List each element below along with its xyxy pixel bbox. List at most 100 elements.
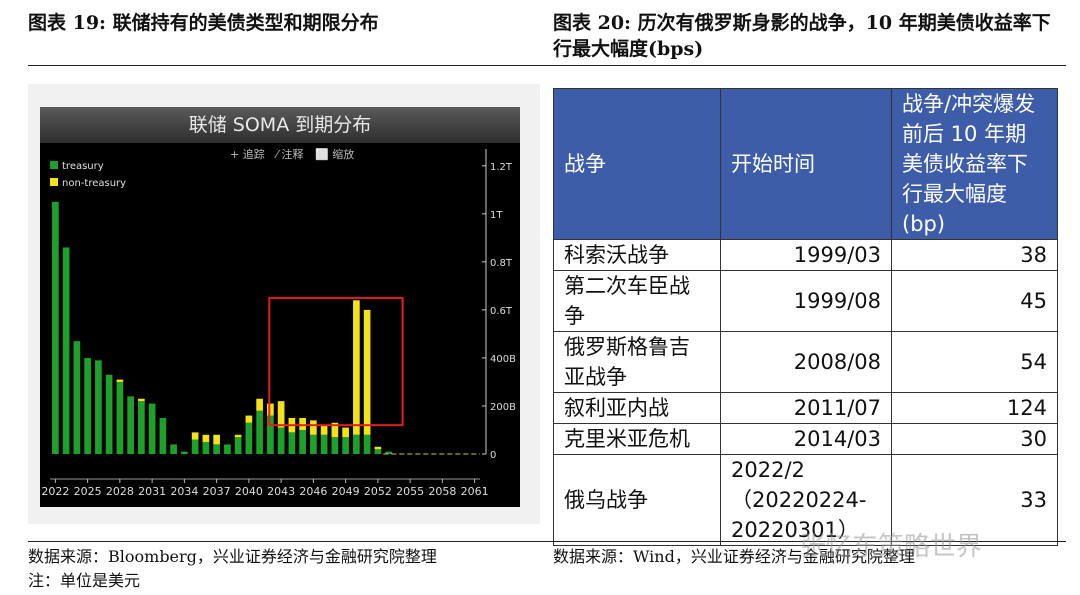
- war-name: 科索沃战争: [553, 239, 721, 271]
- top-divider: [28, 65, 1066, 66]
- chart-canvas: 0 200B 400B 0.6T 0.8T 1T 1.2T 2022 2025 2028 2031 2…: [41, 149, 516, 498]
- table-row: 俄罗斯格鲁吉亚战争 2008/08 54: [553, 331, 1058, 393]
- max-decline-bp: 54: [891, 331, 1058, 393]
- non-treasury-bar: [116, 379, 124, 382]
- legend-non-treasury-label: non-treasury: [62, 178, 126, 189]
- treasury-bar: [267, 415, 274, 454]
- treasury-bar: [299, 429, 306, 454]
- war-name: 叙利亚内战: [553, 392, 721, 424]
- treasury-bar: [245, 422, 253, 454]
- non-treasury-bar: [202, 434, 210, 442]
- max-decline-bp: 45: [891, 270, 1058, 332]
- war-name: 第二次车臣战争: [553, 270, 721, 332]
- start-time: 2014/03: [720, 423, 892, 455]
- x-tick-label: 2052: [364, 485, 392, 498]
- x-tick-label: 2031: [138, 485, 166, 498]
- treasury-bar: [181, 451, 188, 454]
- x-tick-label: 2028: [106, 485, 134, 498]
- treasury-bar: [385, 451, 392, 454]
- treasury-bar: [224, 444, 231, 454]
- treasury-bar: [331, 437, 339, 454]
- zoom-tool[interactable]: ⬜ 缩放: [315, 148, 355, 161]
- y-tick-label: 200B: [490, 402, 516, 413]
- treasury-bar: [288, 432, 296, 454]
- treasury-bar: [277, 427, 285, 454]
- x-tick-label: 2055: [396, 485, 424, 498]
- right-source-note: 数据来源：Wind，兴业证券经济与金融研究院整理: [553, 547, 915, 566]
- track-tool[interactable]: + 追踪: [230, 148, 265, 161]
- treasury-bar: [191, 439, 199, 454]
- start-time: 2008/08: [720, 331, 892, 393]
- x-tick-label: 2034: [170, 485, 198, 498]
- x-tick-label: 2049: [332, 485, 360, 498]
- x-tick-label: 2058: [428, 485, 456, 498]
- y-tick-label: 1T: [490, 210, 503, 221]
- treasury-bar: [73, 341, 81, 454]
- treasury-bar: [320, 434, 328, 454]
- non-treasury-bar: [234, 434, 242, 438]
- left-figure-title: 图表 19: 联储持有的美债类型和期限分布: [28, 12, 379, 34]
- annotate-tool[interactable]: ⁄ 注释: [276, 148, 304, 161]
- start-time: 1999/03: [720, 239, 892, 271]
- treasury-bar: [202, 441, 210, 454]
- non-treasury-bar: [245, 415, 253, 423]
- treasury-bar: [62, 247, 70, 454]
- treasury-bar: [159, 417, 167, 454]
- treasury-bar: [234, 437, 242, 454]
- max-decline-bp: 124: [891, 392, 1058, 424]
- treasury-bar: [342, 437, 349, 454]
- non-treasury-bar: [191, 432, 199, 440]
- treasury-bar: [127, 396, 134, 454]
- treasury-bar: [148, 403, 156, 454]
- x-tick-label: 2037: [203, 485, 231, 498]
- treasury-bar: [170, 444, 177, 454]
- start-time: 2022/2（20220224-20220301）: [720, 454, 892, 546]
- table-row: 科索沃战争 1999/03 38: [553, 239, 1058, 271]
- treasury-bar: [374, 449, 382, 454]
- right-figure-title: 图表 20: 历次有俄罗斯身影的战争，10 年期美债收益率下行最大幅度(bps): [553, 12, 1051, 60]
- treasury-bar: [52, 201, 59, 454]
- table-row: 俄乌战争 2022/2（20220224-20220301） 33: [553, 454, 1058, 546]
- bottom-divider: [28, 541, 1066, 542]
- max-decline-bp: 38: [891, 239, 1058, 271]
- start-time: 1999/08: [720, 270, 892, 332]
- y-tick-label: 0.6T: [490, 306, 513, 317]
- left-unit-note: 注：单位是美元: [28, 571, 141, 590]
- non-treasury-bar: [331, 422, 339, 438]
- non-treasury-bar: [320, 425, 328, 435]
- x-tick-label: 2046: [299, 485, 327, 498]
- non-treasury-bar: [213, 434, 220, 445]
- y-tick-label: 400B: [490, 354, 516, 365]
- non-treasury-bar: [277, 401, 285, 428]
- non-treasury-bar: [256, 398, 263, 411]
- max-decline-bp: 33: [891, 454, 1058, 546]
- table-row: 第二次车臣战争 1999/08 45: [553, 270, 1058, 332]
- treasury-bar: [256, 410, 263, 454]
- treasury-bar: [84, 357, 91, 454]
- x-tick-label: 2022: [41, 485, 69, 498]
- header-max-decline: 战争/冲突爆发前后 10 年期美债收益率下行最大幅度(bp): [891, 88, 1058, 240]
- treasury-bar: [213, 444, 220, 454]
- war-name: 克里米亚危机: [553, 423, 721, 455]
- legend-non-treasury-swatch: [50, 178, 58, 186]
- chart-title: 联储 SOMA 到期分布: [40, 107, 520, 143]
- non-treasury-bar: [267, 403, 274, 416]
- treasury-bar: [138, 401, 145, 454]
- war-name: 俄乌战争: [553, 454, 721, 546]
- non-treasury-bar: [342, 427, 349, 438]
- treasury-bar: [353, 434, 360, 454]
- watermark-text: 张忆东策略世界: [800, 532, 983, 562]
- war-name: 俄罗斯格鲁吉亚战争: [553, 331, 721, 393]
- header-start-time: 开始时间: [720, 88, 892, 240]
- treasury-bar: [363, 434, 371, 454]
- max-decline-bp: 30: [891, 423, 1058, 455]
- soma-chart: 0 200B 400B 0.6T 0.8T 1T 1.2T 2022 2025 2028 2031 2…: [40, 107, 520, 507]
- non-treasury-bar: [138, 398, 145, 402]
- y-tick-label: 1.2T: [490, 162, 513, 173]
- x-tick-label: 2040: [235, 485, 263, 498]
- x-tick-label: 2061: [461, 485, 489, 498]
- highlight-box: [268, 296, 404, 427]
- treasury-bar: [105, 374, 113, 454]
- chart-toolbar[interactable]: + 追踪 ⁄ 注释 ⬜ 缩放: [230, 146, 362, 162]
- non-treasury-bar: [299, 417, 306, 430]
